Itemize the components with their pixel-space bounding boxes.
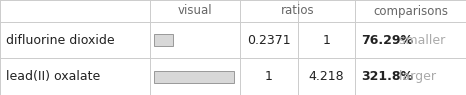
Text: 4.218: 4.218 [308,70,344,83]
Text: lead(II) oxalate: lead(II) oxalate [6,70,100,83]
Text: 321.8%: 321.8% [361,70,413,83]
FancyBboxPatch shape [154,34,173,46]
Text: 1: 1 [265,70,273,83]
Text: difluorine dioxide: difluorine dioxide [6,34,115,46]
FancyBboxPatch shape [154,70,234,82]
Text: smaller: smaller [395,34,445,46]
Text: ratios: ratios [281,4,314,17]
Text: 1: 1 [322,34,330,46]
Text: comparisons: comparisons [373,4,448,17]
Text: larger: larger [395,70,436,83]
Text: visual: visual [178,4,212,17]
Text: 76.29%: 76.29% [361,34,413,46]
Text: 0.2371: 0.2371 [247,34,291,46]
